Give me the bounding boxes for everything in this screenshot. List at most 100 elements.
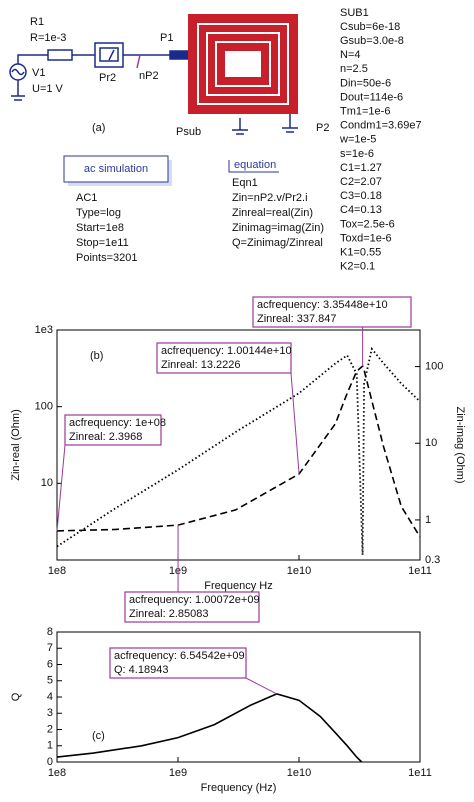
sub-param: Tox=2.5e-6 bbox=[340, 218, 395, 230]
annotation-text: Zinreal: 2.85083 bbox=[129, 608, 209, 620]
y-tick-label: 100 bbox=[35, 401, 53, 413]
equation-line: Zinimag=imag(Zin) bbox=[232, 222, 324, 234]
y2-tick-label: 0.3 bbox=[425, 554, 440, 566]
y-tick-label: 1 bbox=[47, 740, 53, 752]
annotation-leader bbox=[56, 444, 66, 531]
sub-param: w=1e-5 bbox=[339, 134, 376, 146]
sub-param: Tm1=1e-6 bbox=[340, 106, 390, 118]
x-tick-label: 1e8 bbox=[48, 565, 66, 577]
annotation-box bbox=[124, 591, 260, 623]
equation-line: Eqn1 bbox=[232, 177, 258, 189]
annotation-text: Zinreal: 337.847 bbox=[257, 313, 337, 325]
spiral-gap bbox=[197, 23, 289, 105]
annotation-text: Zinreal: 13.2226 bbox=[161, 359, 241, 371]
equation-bracket bbox=[228, 160, 279, 173]
equation-line: Q=Zinimag/Zinreal bbox=[232, 237, 323, 249]
source-name: V1 bbox=[32, 67, 45, 79]
ac-line: Stop=1e11 bbox=[76, 237, 129, 249]
y-tick-label: 2 bbox=[47, 723, 53, 735]
y-tick-label: 5 bbox=[47, 675, 53, 687]
probe-face bbox=[99, 47, 119, 62]
equation-line: Zinreal=real(Zin) bbox=[232, 207, 313, 219]
x-axis-label: Frequency (Hz) bbox=[201, 782, 277, 794]
port-name: P2 bbox=[316, 122, 329, 134]
node-name: nP2 bbox=[139, 70, 159, 82]
sub-param: Csub=6e-18 bbox=[340, 21, 400, 33]
sub-param: K2=0.1 bbox=[340, 261, 375, 273]
y-tick-label: 0 bbox=[47, 756, 53, 768]
substrate-port: Psub bbox=[176, 126, 201, 138]
panel-label: (a) bbox=[92, 122, 105, 134]
ac-line: Type=log bbox=[76, 207, 121, 219]
probe bbox=[94, 42, 124, 68]
annotation-box bbox=[64, 414, 162, 446]
sub-param: s=1e-6 bbox=[340, 148, 374, 160]
series-line bbox=[56, 346, 421, 555]
y-tick-label: 8 bbox=[47, 626, 53, 638]
annotation-box bbox=[109, 647, 247, 679]
source-wave bbox=[11, 68, 25, 76]
resistor-name: R1 bbox=[30, 16, 44, 28]
annotation-box bbox=[156, 342, 292, 374]
x-tick-label: 1e11 bbox=[408, 565, 432, 577]
y-tick-label: 3 bbox=[47, 707, 53, 719]
y-tick-label: 10 bbox=[41, 477, 53, 489]
sub-param: Dout=114e-6 bbox=[340, 91, 403, 103]
y-axis-label: Q bbox=[10, 692, 22, 701]
sub-param: C3=0.18 bbox=[340, 190, 382, 202]
sub-param: N=4 bbox=[340, 49, 361, 61]
panel-label: (b) bbox=[90, 350, 103, 362]
sub-param: C2=2.07 bbox=[340, 176, 382, 188]
y2-tick-label: 100 bbox=[425, 360, 443, 372]
annotation-leader bbox=[245, 677, 277, 695]
sub-name: SUB1 bbox=[340, 7, 369, 19]
annotation-text: acfrequency: 1.00144e+10 bbox=[161, 345, 292, 357]
plot-frame bbox=[56, 329, 421, 561]
annotation-text: acfrequency: 3.35448e+10 bbox=[257, 299, 388, 311]
ac-line: Points=3201 bbox=[76, 252, 137, 264]
sub-param: Din=50e-6 bbox=[340, 77, 391, 89]
sub-param: n=2.5 bbox=[340, 63, 368, 75]
sub-param: Gsub=3.0e-8 bbox=[340, 35, 404, 47]
series-line bbox=[56, 364, 421, 538]
x-tick-label: 1e10 bbox=[287, 767, 311, 779]
probe-name: Pr2 bbox=[99, 72, 116, 84]
sub-param: Condm1=3.69e7 bbox=[340, 120, 422, 132]
annotation-text: Zinreal: 2.3968 bbox=[69, 431, 142, 443]
y2-tick-label: 10 bbox=[425, 437, 437, 449]
x-axis-label: Frequency Hz bbox=[204, 580, 272, 592]
ac-line: Start=1e8 bbox=[76, 222, 124, 234]
ac-header: ac simulation bbox=[84, 163, 148, 175]
schematic bbox=[9, 42, 298, 135]
y-tick-label: 1e3 bbox=[35, 324, 53, 336]
x-tick-label: 1e9 bbox=[169, 767, 187, 779]
probe-needle bbox=[108, 49, 115, 61]
equation-line: Zin=nP2.v/Pr2.i bbox=[232, 192, 308, 204]
y-tick-label: 6 bbox=[47, 658, 53, 670]
annotation-text: Q: 4.18943 bbox=[114, 664, 168, 676]
y-tick-label: 7 bbox=[47, 642, 53, 654]
spiral-inductor bbox=[188, 14, 298, 114]
node-tag bbox=[136, 54, 141, 69]
ac-line: AC1 bbox=[76, 192, 97, 204]
y-axis-label: Zin-real (Ohm) bbox=[10, 409, 22, 481]
resistor-param: R=1e-3 bbox=[30, 32, 66, 44]
y2-axis-label: Zin-imag (Ohm) bbox=[454, 406, 466, 483]
spiral-gap bbox=[215, 41, 271, 87]
x-tick-label: 1e8 bbox=[48, 767, 66, 779]
series-line bbox=[56, 693, 363, 763]
spiral-gap bbox=[206, 32, 280, 96]
x-tick-label: 1e10 bbox=[287, 565, 311, 577]
annotation-box bbox=[252, 296, 412, 328]
y-tick-label: 4 bbox=[47, 691, 53, 703]
annotation-text: acfrequency: 1.00072e+09 bbox=[129, 594, 260, 606]
sub-param: C4=0.13 bbox=[340, 204, 382, 216]
sub-param: Toxd=1e-6 bbox=[340, 232, 392, 244]
resistor bbox=[47, 49, 73, 61]
source-param: U=1 V bbox=[32, 83, 64, 95]
panel-label: (c) bbox=[92, 730, 105, 742]
spiral-core bbox=[225, 51, 261, 77]
x-tick-label: 1e11 bbox=[408, 767, 432, 779]
y2-tick-label: 1 bbox=[425, 514, 431, 526]
